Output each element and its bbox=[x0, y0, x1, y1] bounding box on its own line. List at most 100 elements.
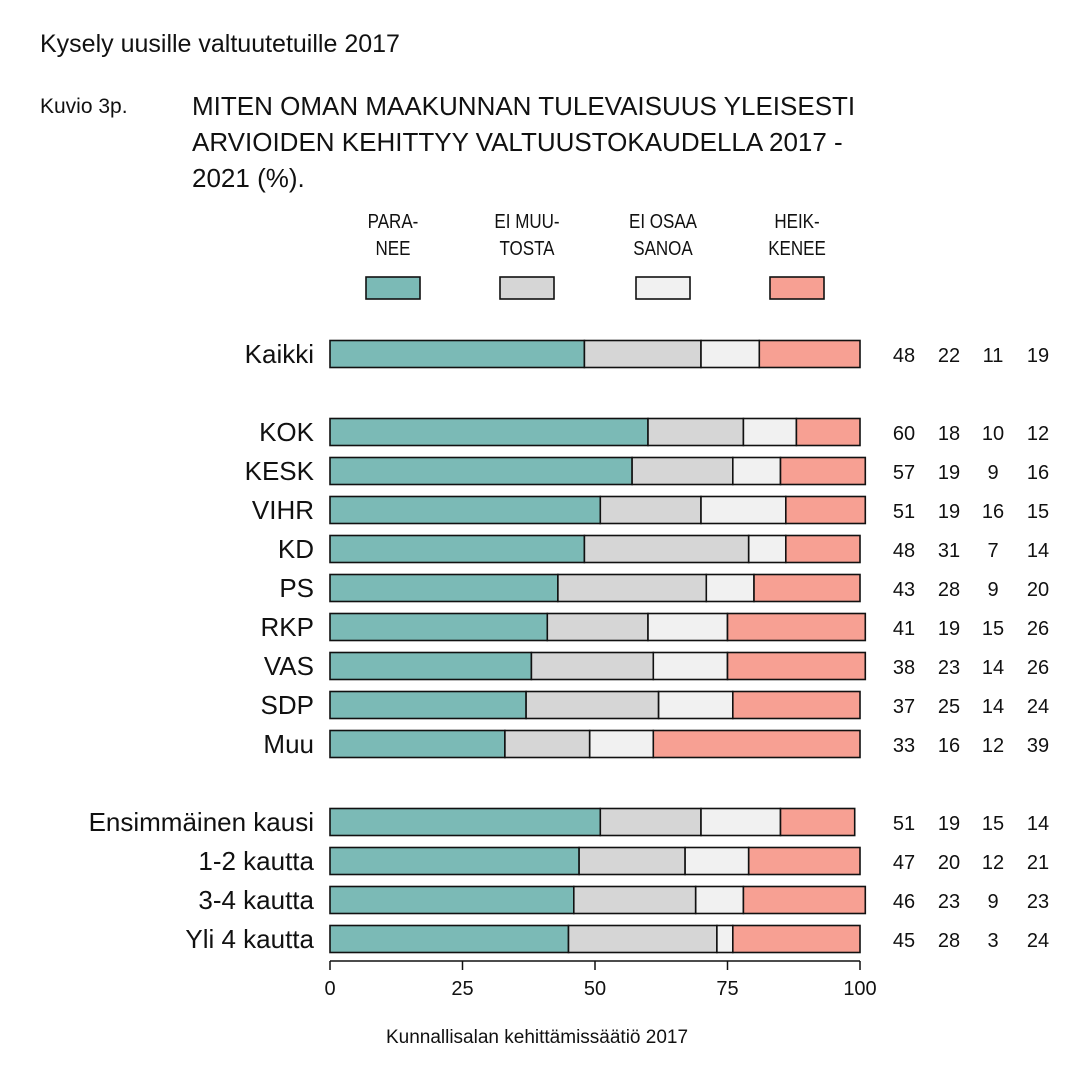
data-value-label: 3 bbox=[987, 930, 998, 952]
data-value-label: 25 bbox=[938, 696, 960, 718]
legend-swatch bbox=[499, 276, 555, 300]
data-value-label: 11 bbox=[983, 345, 1004, 367]
legend-swatch bbox=[635, 276, 691, 300]
category-label: VIHR bbox=[252, 495, 314, 525]
bar-segment bbox=[583, 534, 750, 564]
bar-segment bbox=[329, 612, 549, 642]
bar-segment bbox=[779, 456, 867, 486]
category-label: SDP bbox=[261, 690, 314, 720]
chart-title: MITEN OMAN MAAKUNNAN TULEVAISUUS YLEISES… bbox=[192, 88, 1032, 196]
bar-segment bbox=[329, 651, 533, 681]
data-value-label: 19 bbox=[938, 618, 960, 640]
bar-segment bbox=[700, 807, 782, 837]
bar-segment bbox=[504, 729, 591, 759]
bar-segment bbox=[705, 573, 755, 603]
data-value-label: 39 bbox=[1027, 735, 1049, 757]
data-value-label: 24 bbox=[1027, 696, 1049, 718]
data-value-label: 19 bbox=[1027, 345, 1049, 367]
bar-segment bbox=[567, 924, 718, 954]
category-label: KD bbox=[278, 534, 314, 564]
chart-title-line: 2021 (%). bbox=[192, 163, 305, 193]
category-label: PS bbox=[279, 573, 314, 603]
data-value-label: 28 bbox=[938, 930, 960, 952]
category-label: Yli 4 kautta bbox=[185, 924, 314, 954]
bar-segment bbox=[716, 924, 734, 954]
bar-segment bbox=[329, 807, 602, 837]
data-value-label: 16 bbox=[1027, 462, 1049, 484]
data-value-label: 15 bbox=[982, 813, 1004, 835]
data-value-label: 48 bbox=[893, 540, 915, 562]
bar-segment bbox=[329, 690, 527, 720]
bar-segment bbox=[588, 729, 655, 759]
data-value-label: 21 bbox=[1027, 852, 1049, 874]
data-value-label: 7 bbox=[987, 540, 998, 562]
legend-swatch bbox=[769, 276, 825, 300]
data-value-label: 12 bbox=[982, 852, 1004, 874]
legend-swatch bbox=[365, 276, 421, 300]
bar-segment bbox=[530, 651, 655, 681]
data-value-label: 43 bbox=[893, 579, 915, 601]
x-tick-label: 100 bbox=[843, 978, 876, 1000]
bar-segment bbox=[557, 573, 708, 603]
bar-segment bbox=[599, 807, 702, 837]
data-value-label: 48 bbox=[893, 345, 915, 367]
data-value-label: 15 bbox=[1027, 501, 1049, 523]
data-value-label: 22 bbox=[938, 345, 960, 367]
data-value-label: 46 bbox=[893, 891, 915, 913]
data-value-label: 9 bbox=[987, 462, 998, 484]
bar-segment bbox=[329, 339, 586, 369]
data-value-label: 24 bbox=[1027, 930, 1049, 952]
data-value-label: 19 bbox=[938, 501, 960, 523]
bar-segment bbox=[694, 885, 745, 915]
bar-segment bbox=[647, 417, 745, 447]
x-tick-label: 75 bbox=[716, 978, 738, 1000]
data-value-label: 26 bbox=[1027, 618, 1049, 640]
category-label: VAS bbox=[264, 651, 314, 681]
chart-title-line: MITEN OMAN MAAKUNNAN TULEVAISUUS YLEISES… bbox=[192, 91, 856, 121]
data-value-label: 51 bbox=[893, 813, 915, 835]
category-label: RKP bbox=[261, 612, 314, 642]
legend-label: KENEE bbox=[768, 237, 826, 260]
data-value-label: 45 bbox=[893, 930, 915, 952]
data-value-label: 16 bbox=[982, 501, 1004, 523]
data-value-label: 16 bbox=[938, 735, 960, 757]
source-note: Kunnallisalan kehittämissäätiö 2017 bbox=[385, 1027, 689, 1048]
data-value-label: 23 bbox=[938, 891, 960, 913]
figure-label: Kuvio 3p. bbox=[40, 95, 128, 118]
data-value-label: 18 bbox=[938, 423, 960, 445]
data-value-label: 57 bbox=[893, 462, 915, 484]
bar-segment bbox=[329, 885, 575, 915]
data-value-label: 23 bbox=[938, 657, 960, 679]
bar-segment bbox=[700, 495, 787, 525]
data-value-label: 41 bbox=[893, 618, 915, 640]
legend-label: EI MUU- bbox=[494, 210, 559, 233]
bar-segment bbox=[758, 339, 861, 369]
data-value-label: 15 bbox=[982, 618, 1004, 640]
bar-segment bbox=[329, 924, 570, 954]
data-value-label: 19 bbox=[938, 462, 960, 484]
category-label: 3-4 kautta bbox=[198, 885, 314, 915]
data-value-label: 9 bbox=[987, 579, 998, 601]
x-tick-label: 50 bbox=[584, 978, 606, 1000]
data-value-label: 47 bbox=[893, 852, 915, 874]
data-value-label: 9 bbox=[987, 891, 998, 913]
bar-segment bbox=[329, 456, 633, 486]
category-label: Kaikki bbox=[245, 339, 314, 369]
data-value-label: 37 bbox=[893, 696, 915, 718]
data-value-label: 31 bbox=[938, 540, 960, 562]
bar-segment bbox=[779, 807, 856, 837]
bar-segment bbox=[731, 690, 861, 720]
bar-segment bbox=[578, 846, 686, 876]
bar-segment bbox=[726, 651, 867, 681]
bar-segment bbox=[726, 612, 867, 642]
bar-segment bbox=[753, 573, 861, 603]
data-value-label: 51 bbox=[893, 501, 915, 523]
bar-segment bbox=[731, 924, 861, 954]
legend-label: HEIK- bbox=[774, 210, 819, 233]
bar-segment bbox=[684, 846, 750, 876]
category-label: 1-2 kautta bbox=[198, 846, 314, 876]
data-value-label: 20 bbox=[1027, 579, 1049, 601]
x-tick-label: 25 bbox=[451, 978, 473, 1000]
bar-segment bbox=[329, 495, 602, 525]
